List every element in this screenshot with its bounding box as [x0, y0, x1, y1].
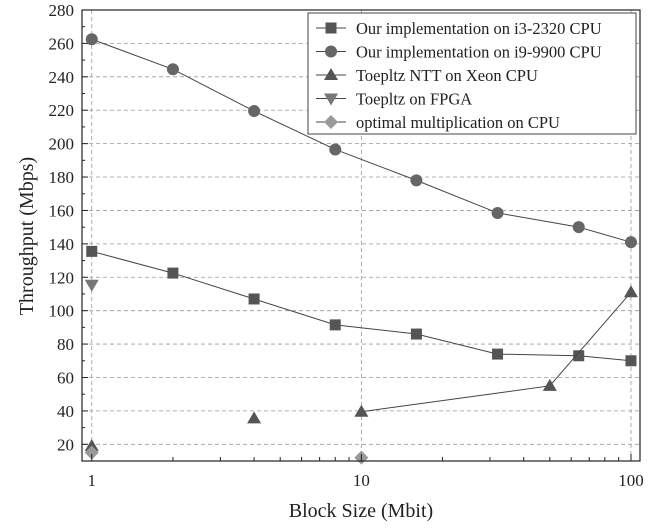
data-point — [167, 267, 179, 279]
series-2 — [85, 33, 637, 249]
y-tick-label: 20 — [57, 435, 74, 454]
data-point — [624, 236, 637, 249]
legend-label: Toepltz on FPGA — [356, 90, 472, 109]
data-point — [625, 355, 637, 367]
series-5 — [84, 445, 369, 465]
data-point — [247, 411, 262, 424]
legend-marker — [324, 68, 338, 80]
y-tick-label: 280 — [49, 1, 75, 20]
series-line — [91, 38, 632, 243]
y-tick-label: 260 — [49, 34, 75, 53]
series-line — [91, 250, 632, 362]
legend-label: optimal multiplication on CPU — [356, 113, 560, 132]
y-tick-label: 200 — [49, 135, 75, 154]
y-tick-label: 120 — [49, 268, 75, 287]
legend-marker — [325, 22, 337, 34]
y-axis-label: Throughput (Mbps) — [16, 157, 38, 315]
y-tick-label: 160 — [49, 201, 75, 220]
data-point — [492, 348, 504, 360]
legend-label: Our implementation on i9-9900 CPU — [356, 43, 602, 62]
series-3 — [84, 285, 638, 451]
legend-marker — [324, 115, 338, 129]
x-tick-label: 10 — [353, 471, 370, 490]
data-point — [166, 63, 179, 76]
data-point — [573, 350, 585, 362]
y-tick-label: 100 — [49, 302, 75, 321]
y-tick-label: 180 — [49, 168, 75, 187]
data-point — [248, 105, 261, 118]
data-point — [410, 174, 423, 187]
data-point — [329, 319, 341, 331]
y-tick-label: 140 — [49, 235, 75, 254]
data-point — [354, 404, 369, 417]
y-tick-label: 220 — [49, 101, 75, 120]
y-tick-label: 40 — [57, 402, 74, 421]
axis-ticks: 20 40 60 80 100 120 140 160 180 200 220 240 260 280 1 1… — [49, 1, 644, 490]
legend-label: Toepltz NTT on Xeon CPU — [356, 66, 538, 85]
y-tick-label: 240 — [49, 68, 75, 87]
series-1 — [86, 245, 637, 367]
data-point — [84, 438, 99, 451]
data-point — [84, 279, 99, 292]
legend-marker — [324, 93, 338, 106]
data-point — [248, 293, 260, 305]
x-axis-label: Block Size (Mbit) — [289, 500, 433, 522]
data-point — [84, 445, 99, 460]
data-point — [410, 328, 422, 340]
legend: Our implementation on i3-2320 CPU Our imp… — [307, 12, 637, 135]
series-4 — [84, 279, 99, 292]
data-point — [491, 206, 504, 219]
x-tick-label: 100 — [618, 471, 644, 490]
legend-box — [307, 12, 637, 135]
data-point — [86, 245, 98, 257]
data-point — [623, 285, 638, 298]
data-point — [85, 33, 98, 46]
legend-label: Our implementation on i3-2320 CPU — [356, 19, 602, 38]
x-tick-label: 1 — [88, 471, 97, 490]
y-tick-label: 60 — [57, 368, 74, 387]
data-point — [542, 378, 557, 391]
data-point — [572, 221, 585, 234]
legend-marker — [325, 45, 337, 58]
data-point — [329, 143, 342, 156]
y-tick-label: 80 — [57, 335, 74, 354]
